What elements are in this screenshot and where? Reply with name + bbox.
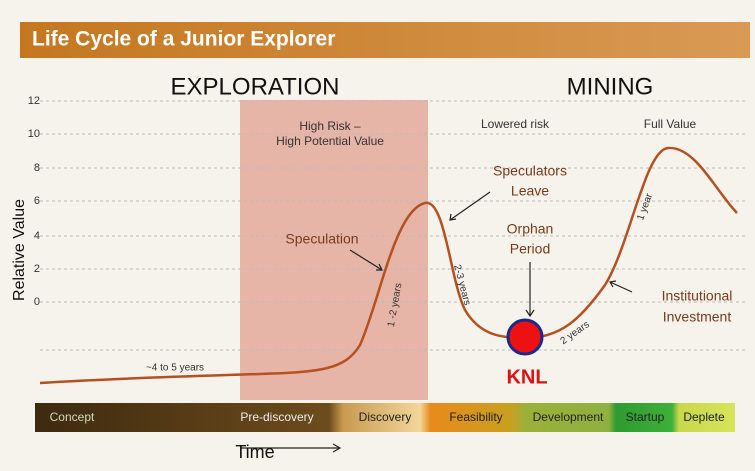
phase-bar [35, 403, 735, 432]
annotation: High Risk – [299, 119, 361, 133]
section-label: MINING [567, 73, 654, 100]
phase: Deplete [683, 410, 725, 424]
annotation: Investment [663, 309, 732, 325]
y-tick: 4 [34, 230, 40, 242]
y-tick: 0 [34, 296, 40, 308]
marker-label: KNL [506, 366, 547, 388]
phase: Discovery [359, 410, 412, 424]
annotation: Leave [511, 183, 549, 199]
annotation: Period [510, 241, 550, 257]
phase: Pre-discovery [240, 410, 313, 424]
duration: ~4 to 5 years [146, 363, 204, 374]
y-axis-label: Relative Value [11, 199, 28, 301]
annotation: High Potential Value [276, 134, 384, 148]
phase: Concept [50, 410, 95, 424]
knl-marker [506, 318, 544, 356]
section-label: EXPLORATION [171, 73, 340, 100]
annotation: Speculators [493, 163, 567, 179]
life-cycle-curve [39, 146, 738, 385]
phase: Feasibility [449, 410, 502, 424]
phase: Startup [626, 410, 665, 424]
phase: Development [533, 410, 604, 424]
y-tick: 8 [34, 162, 40, 174]
title: Life Cycle of a Junior Explorer [32, 28, 335, 51]
annotation: Full Value [644, 117, 697, 131]
annotation: Speculation [285, 231, 358, 247]
y-tick: 10 [28, 128, 40, 140]
annotation: Lowered risk [481, 117, 550, 131]
x-axis-label: Time [235, 442, 274, 462]
annotation: Orphan [507, 221, 554, 237]
title-bar [20, 22, 750, 58]
y-tick: 2 [34, 263, 40, 275]
annotation: Institutional [662, 288, 733, 304]
arrows [240, 191, 633, 453]
y-tick: 6 [34, 195, 40, 207]
y-tick: 12 [28, 95, 40, 107]
